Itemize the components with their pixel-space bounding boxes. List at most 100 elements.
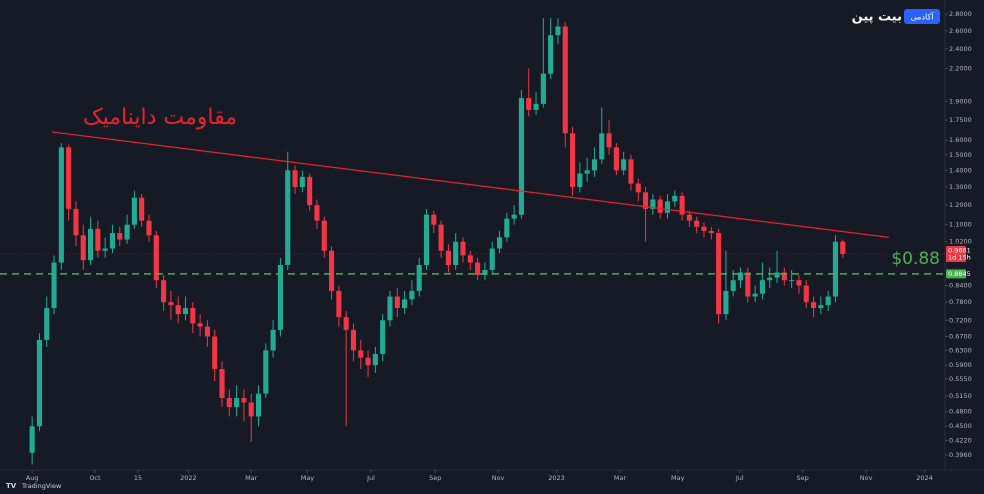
candle-body	[402, 299, 408, 309]
candle-body	[745, 272, 751, 297]
y-tick-label: 1.2000	[949, 201, 972, 209]
candle-body	[226, 398, 232, 408]
candle-body	[343, 317, 349, 330]
y-tick-label: 1.0200	[949, 238, 972, 246]
trendline	[51, 131, 889, 238]
candle-body	[219, 369, 225, 399]
candle-body	[730, 280, 736, 291]
candle-body	[643, 192, 649, 209]
last-price-label: 0.9661	[948, 246, 971, 254]
candle-body	[840, 241, 846, 254]
candle-body	[511, 214, 517, 219]
x-tick-label: Jul	[735, 474, 744, 482]
candle-body	[66, 147, 72, 209]
candle-body	[591, 159, 598, 171]
candle-body	[109, 233, 116, 249]
candle-body	[29, 426, 35, 453]
x-tick-label: Nov	[860, 474, 873, 482]
candle-body	[431, 214, 437, 225]
candle-body	[328, 250, 335, 291]
candle-body	[270, 329, 276, 351]
candle-body	[36, 339, 42, 427]
candle-body	[577, 173, 583, 188]
candle-body	[95, 228, 101, 251]
candle-body	[716, 233, 722, 315]
candle-body	[314, 205, 320, 221]
support-tag	[946, 269, 966, 279]
support-note: $0.88	[891, 249, 940, 269]
y-tick-label: 0.4800	[949, 408, 972, 416]
candle-body	[423, 214, 430, 265]
candle-body	[248, 402, 254, 417]
candle-body	[774, 272, 780, 278]
candle-body	[139, 197, 145, 221]
candle-body	[387, 296, 393, 321]
plot-area	[29, 18, 846, 465]
candle-body	[88, 228, 94, 261]
candle-body	[102, 248, 108, 251]
x-tick-label: Sep	[429, 474, 441, 482]
support-label: 0.8845	[948, 270, 971, 278]
candle-body	[380, 320, 386, 354]
x-tick-label: May	[301, 474, 315, 482]
candle-body	[255, 393, 262, 417]
candle-body	[767, 277, 773, 281]
candle-body	[168, 302, 174, 306]
candle-body	[657, 199, 663, 213]
candle-body	[803, 285, 809, 303]
y-tick-label: 0.4220	[949, 437, 972, 445]
candle-body	[540, 73, 546, 104]
x-tick-label: 2022	[180, 474, 197, 482]
candle-body	[73, 208, 79, 236]
candle-body	[460, 241, 466, 256]
candle-body	[175, 305, 181, 315]
candle-body	[124, 224, 130, 240]
y-tick-label: 0.4500	[949, 422, 972, 430]
x-tick-label: 15	[134, 474, 142, 482]
candle-body	[810, 302, 817, 309]
y-tick-label: 1.9000	[949, 97, 972, 105]
footer: TradingView	[21, 482, 62, 490]
candle-body	[686, 214, 692, 221]
x-tick-label: Mar	[245, 474, 258, 482]
candle-body	[299, 176, 305, 188]
candle-body	[204, 326, 210, 337]
candle-body	[336, 290, 342, 318]
candle-body	[737, 272, 744, 281]
x-tick-label: May	[671, 474, 685, 482]
y-tick-label: 1.6000	[949, 136, 972, 144]
candle-body	[394, 296, 400, 309]
candle-body	[409, 290, 415, 300]
y-tick-label: 1.1000	[949, 221, 972, 229]
y-tick-label: 0.6700	[949, 332, 972, 340]
candle-body	[796, 280, 802, 286]
candle-body	[664, 201, 671, 213]
candle-body	[445, 250, 451, 265]
y-tick-label: 0.3960	[949, 451, 972, 459]
candle-body	[365, 357, 371, 366]
y-tick-label: 2.4000	[949, 45, 972, 53]
y-tick-label: 1.7500	[949, 116, 972, 124]
x-tick-label: 2023	[548, 474, 565, 482]
logo-subtitle: آکادمی	[911, 12, 935, 22]
x-tick-label: Mar	[614, 474, 627, 482]
candle-body	[613, 147, 619, 171]
y-tick-label: 2.6000	[949, 27, 972, 35]
candle-body	[628, 159, 634, 184]
candle-body	[277, 264, 283, 330]
y-tick-label: 0.6300	[949, 346, 972, 354]
candle-body	[635, 183, 641, 193]
candle-body	[533, 103, 539, 110]
candle-body	[350, 329, 357, 351]
candle-body	[518, 97, 524, 215]
candle-body	[708, 230, 714, 234]
candle-body	[496, 237, 503, 249]
y-tick-label: 2.8000	[949, 10, 972, 18]
candle-body	[212, 336, 218, 370]
candle-body	[153, 235, 159, 281]
candle-body	[789, 280, 795, 282]
candle-body	[292, 170, 298, 188]
candle-body	[723, 290, 729, 315]
candle-body	[307, 176, 313, 206]
